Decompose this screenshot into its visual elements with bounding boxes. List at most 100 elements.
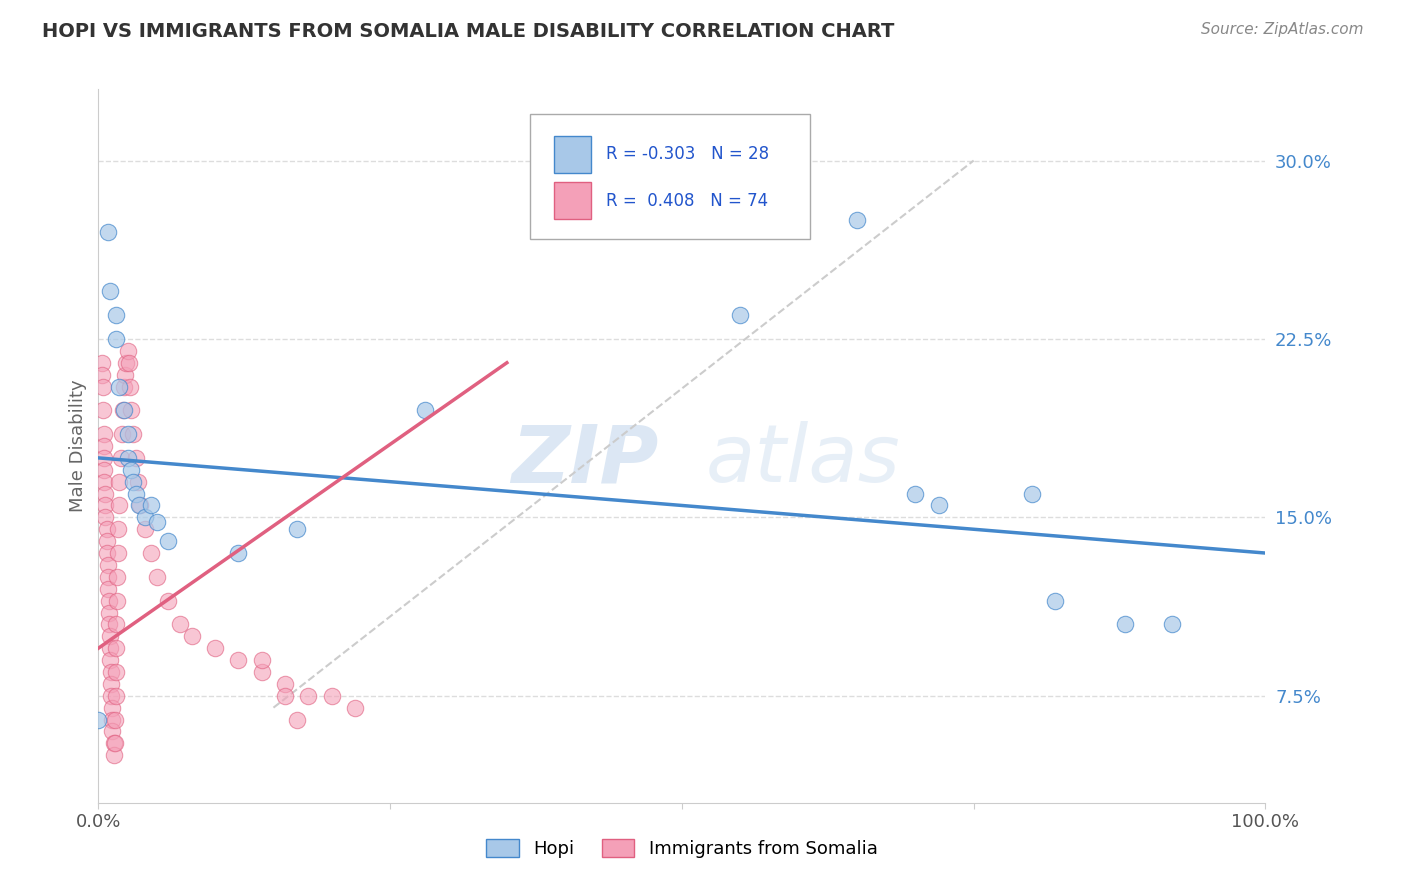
Point <box>101 724 124 739</box>
Point <box>101 700 124 714</box>
Point <box>112 403 135 417</box>
Point <box>120 403 142 417</box>
Point <box>94 510 117 524</box>
Text: ZIP: ZIP <box>512 421 658 500</box>
FancyBboxPatch shape <box>554 182 591 219</box>
Point <box>98 653 121 667</box>
Point <box>128 499 150 513</box>
Point <box>321 689 343 703</box>
Point <box>93 439 115 453</box>
Point <box>125 486 148 500</box>
Point <box>97 558 120 572</box>
Point <box>90 356 112 370</box>
Y-axis label: Male Disability: Male Disability <box>69 380 87 512</box>
Point <box>108 475 131 489</box>
Point <box>105 570 128 584</box>
Point <box>97 617 120 632</box>
Point <box>169 617 191 632</box>
Point <box>285 522 308 536</box>
Point <box>104 713 127 727</box>
Point <box>1114 617 1136 632</box>
Point <box>846 213 869 227</box>
Point <box>139 546 162 560</box>
Point <box>94 499 117 513</box>
Point <box>117 343 139 358</box>
Point <box>103 736 125 750</box>
Point <box>96 522 118 536</box>
Point <box>228 546 250 560</box>
Point <box>120 463 142 477</box>
Point <box>104 641 127 656</box>
Point <box>1045 593 1067 607</box>
Text: R = -0.303   N = 28: R = -0.303 N = 28 <box>606 145 769 163</box>
Text: Source: ZipAtlas.com: Source: ZipAtlas.com <box>1201 22 1364 37</box>
Point <box>129 499 152 513</box>
Point <box>413 403 436 417</box>
Point <box>134 510 156 524</box>
Point <box>101 713 124 727</box>
Point <box>104 617 127 632</box>
Point <box>111 427 134 442</box>
Point <box>98 629 121 643</box>
Point <box>94 486 117 500</box>
Text: atlas: atlas <box>706 421 900 500</box>
Point <box>104 308 127 322</box>
Point <box>204 641 226 656</box>
Point <box>157 534 180 549</box>
Point <box>97 225 120 239</box>
Point <box>122 427 145 442</box>
Point <box>118 356 141 370</box>
Point <box>93 463 115 477</box>
Point <box>250 665 273 679</box>
Point <box>904 486 927 500</box>
Point <box>105 593 128 607</box>
Point <box>146 515 169 529</box>
Point <box>100 665 122 679</box>
Legend: Hopi, Immigrants from Somalia: Hopi, Immigrants from Somalia <box>479 831 884 865</box>
Point <box>104 332 127 346</box>
Point <box>127 475 149 489</box>
Point <box>928 499 950 513</box>
FancyBboxPatch shape <box>530 114 810 239</box>
Point <box>107 546 129 560</box>
Point <box>117 450 139 465</box>
Point <box>297 689 319 703</box>
Point <box>112 379 135 393</box>
Point <box>228 653 250 667</box>
Point <box>1021 486 1043 500</box>
Point <box>107 522 129 536</box>
Point <box>111 403 134 417</box>
Point <box>274 689 297 703</box>
Point <box>104 736 127 750</box>
Point <box>93 450 115 465</box>
Point <box>730 308 752 322</box>
Point <box>91 403 114 417</box>
Point <box>91 379 114 393</box>
Point <box>134 522 156 536</box>
Point <box>122 475 145 489</box>
Point <box>96 534 118 549</box>
Point <box>108 379 131 393</box>
Point <box>100 677 122 691</box>
Point <box>96 546 118 560</box>
Point <box>104 665 127 679</box>
Point <box>285 713 308 727</box>
Point <box>87 713 110 727</box>
Point <box>114 368 136 382</box>
Point <box>97 593 120 607</box>
Point <box>104 689 127 703</box>
Point <box>1161 617 1184 632</box>
Text: HOPI VS IMMIGRANTS FROM SOMALIA MALE DISABILITY CORRELATION CHART: HOPI VS IMMIGRANTS FROM SOMALIA MALE DIS… <box>42 22 894 41</box>
Point <box>125 450 148 465</box>
Point <box>103 748 125 763</box>
Point <box>180 629 202 643</box>
Point <box>97 570 120 584</box>
Point <box>97 606 120 620</box>
Point <box>98 641 121 656</box>
Point <box>93 475 115 489</box>
Point <box>118 379 141 393</box>
Point <box>97 582 120 596</box>
Point <box>274 677 297 691</box>
Point <box>90 368 112 382</box>
Point <box>100 689 122 703</box>
